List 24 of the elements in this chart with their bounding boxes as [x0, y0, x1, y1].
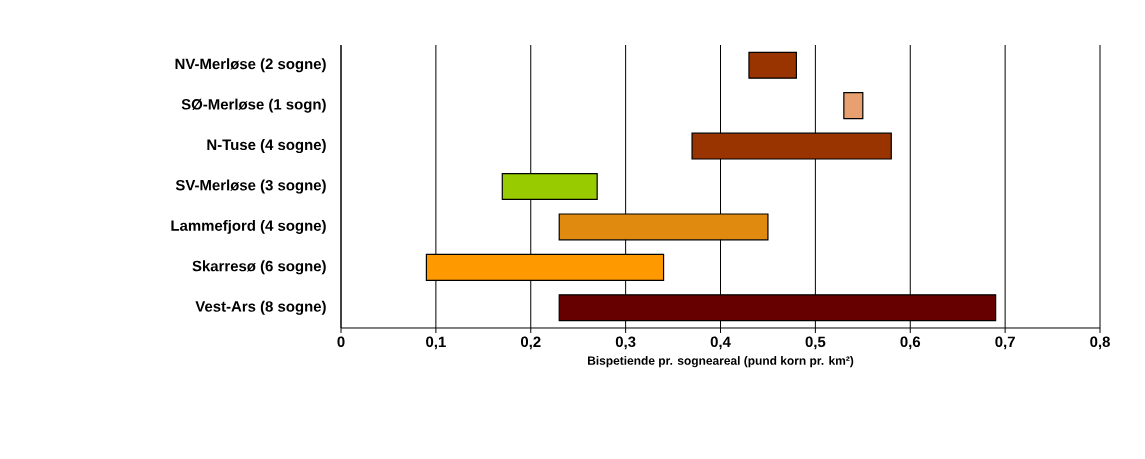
x-tick-label: 0,5	[805, 336, 826, 350]
bar	[425, 253, 665, 281]
bar	[501, 172, 598, 201]
x-tick-label: 0	[337, 336, 345, 348]
y-tick-label: SV-Merløse (3 sogne)	[175, 179, 326, 194]
x-tick-label: 0,6	[900, 336, 921, 350]
y-tick-label: NV-Merløse (2 sogne)	[175, 58, 326, 73]
y-tick-label: SØ-Merløse (1 sogn)	[181, 98, 326, 113]
x-tick-label: 0,4	[710, 336, 731, 350]
y-tick-label: N-Tuse (4 sogne)	[207, 139, 326, 154]
x-tick-label: 0,7	[995, 336, 1015, 350]
x-tick-label: 0,3	[615, 336, 636, 350]
x-tick-label: 0,8	[1090, 336, 1110, 350]
y-tick-label: Vest-Ars (8 sogne)	[195, 300, 326, 315]
bar	[558, 294, 997, 322]
bar	[558, 213, 769, 241]
bar	[843, 92, 864, 120]
y-tick-label: Skarresø (6 sogne)	[192, 260, 326, 275]
bar	[748, 51, 798, 79]
x-tick-label: 0,1	[426, 336, 446, 350]
x-axis-title: Bispetiende pr. sogneareal (pund korn pr. km²)	[588, 356, 854, 368]
bar	[691, 132, 892, 160]
x-tick-label: 0,2	[520, 336, 541, 350]
y-tick-label: Lammefjord (4 sogne)	[171, 219, 326, 234]
